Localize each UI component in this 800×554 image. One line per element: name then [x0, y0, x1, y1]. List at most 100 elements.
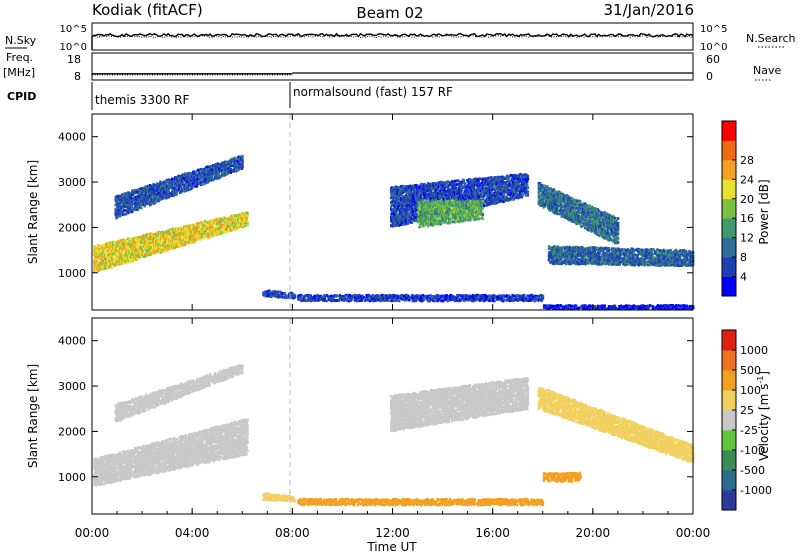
- power-cell-0: [148, 238, 151, 242]
- power-cell-2: [521, 184, 524, 188]
- power-cell-0: [128, 238, 131, 242]
- power-cell-0: [165, 244, 168, 247]
- power-cell-0: [230, 229, 233, 232]
- power-cell-2: [411, 210, 415, 214]
- power-cell-2: [407, 191, 410, 194]
- power-cell-3: [435, 222, 438, 225]
- power-cell-1: [149, 203, 152, 206]
- power-cell-2: [392, 221, 395, 225]
- power-cell-2: [411, 216, 415, 219]
- power-cell-0: [137, 252, 140, 255]
- power-cell-2: [477, 181, 480, 184]
- power-cell-3: [437, 222, 441, 226]
- power-cell-1: [125, 202, 128, 205]
- power-cell-2: [429, 189, 433, 192]
- power-cell-1: [235, 167, 238, 170]
- power-cell-1: [236, 160, 239, 163]
- power-cell-2: [482, 202, 485, 206]
- power-cell-3: [423, 219, 426, 222]
- power-cell-1: [210, 176, 214, 179]
- power-cell-0: [167, 229, 170, 233]
- power-cell-2: [475, 195, 478, 199]
- power-cell-2: [488, 197, 491, 200]
- power-cell-1: [226, 162, 229, 166]
- power-cell-1: [174, 188, 177, 191]
- power-cell-2: [441, 199, 444, 202]
- power-cell-2: [433, 198, 436, 202]
- power-cell-2: [411, 213, 415, 217]
- power-cell-2: [404, 201, 408, 205]
- power-cell-0: [114, 260, 117, 264]
- power-cell-2: [407, 217, 410, 220]
- power-cell-0: [131, 246, 134, 250]
- power-cell-0: [151, 245, 155, 248]
- power-cell-2: [488, 188, 491, 192]
- power-cell-3: [469, 218, 472, 222]
- power-cell-2: [502, 181, 505, 185]
- power-cell-2: [526, 194, 530, 197]
- power-cell-0: [223, 226, 226, 230]
- power-cell-0: [123, 262, 126, 265]
- power-cell-0: [101, 262, 104, 266]
- power-cell-1: [167, 190, 170, 193]
- power-cell-1: [171, 177, 174, 181]
- power-cell-0: [176, 237, 179, 240]
- power-cell-2: [410, 218, 413, 222]
- power-cell-0: [137, 246, 140, 249]
- power-cell-0: [115, 249, 118, 252]
- power-cell-0: [145, 234, 148, 237]
- power-cell-2: [402, 223, 405, 226]
- power-cell-2: [519, 172, 523, 176]
- power-cell-2: [400, 185, 403, 188]
- power-cell-1: [152, 202, 156, 205]
- power-cell-0: [160, 248, 163, 252]
- power-cell-0: [201, 237, 205, 240]
- power-cell-1: [123, 195, 126, 198]
- power-cell-2: [401, 221, 404, 225]
- power-cell-3: [473, 212, 476, 215]
- power-cell-1: [154, 198, 157, 202]
- power-cell-1: [221, 174, 224, 177]
- power-cell-2: [429, 184, 433, 188]
- power-cell-2: [403, 210, 406, 213]
- power-cell-0: [129, 248, 132, 252]
- power-cell-0: [200, 226, 203, 229]
- power-cell-2: [470, 186, 473, 190]
- power-cell-1: [163, 180, 166, 184]
- power-cell-2: [525, 188, 528, 192]
- power-cell-3: [480, 209, 483, 212]
- power-cell-2: [390, 208, 393, 211]
- power-cell-1: [175, 182, 178, 186]
- power-cell-1: [131, 210, 134, 214]
- power-cell-0: [104, 247, 107, 250]
- power-cell-2: [484, 193, 487, 197]
- power-cell-3: [444, 221, 447, 224]
- power-cell-3: [448, 201, 451, 205]
- power-cell-2: [458, 193, 462, 197]
- power-cell-3: [435, 205, 438, 209]
- power-cell-1: [207, 175, 210, 179]
- power-cell-3: [470, 205, 474, 208]
- power-cell-2: [466, 179, 469, 182]
- station-title: Kodiak (fitACF): [92, 1, 203, 19]
- power-cell-0: [215, 228, 218, 232]
- power-cell-2: [399, 207, 402, 210]
- power-cell-3: [431, 199, 434, 203]
- power-cell-2: [479, 177, 482, 181]
- power-cell-2: [464, 187, 467, 191]
- power-cell-3: [456, 218, 459, 221]
- power-cell-0: [128, 237, 131, 240]
- power-cell-0: [185, 236, 188, 239]
- power-cell-2: [471, 180, 474, 184]
- power-cell-2: [459, 191, 462, 194]
- power-cell-2: [447, 190, 450, 194]
- power-cell-2: [471, 182, 474, 186]
- power-cell-1: [234, 156, 237, 160]
- power-cell-0: [177, 245, 180, 248]
- power-cell-0: [220, 231, 223, 234]
- power-cell-0: [219, 225, 222, 229]
- power-cell-2: [497, 188, 500, 192]
- power-cell-1: [203, 178, 206, 181]
- power-cell-0: [210, 229, 213, 232]
- power-cell-0: [229, 218, 232, 221]
